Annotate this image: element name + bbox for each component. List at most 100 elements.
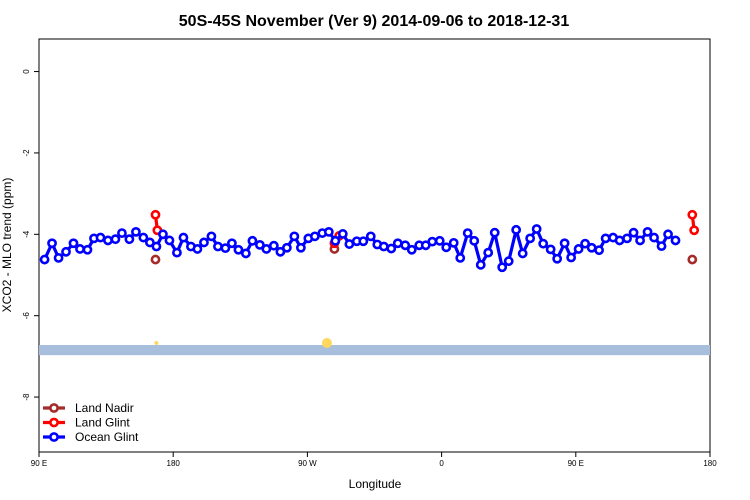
plot-frame [38,38,711,453]
land-band-marker [154,340,159,345]
y-tick-label: -6 [22,312,31,320]
legend-label: Land Nadir [75,401,134,415]
ocean-glint-point [392,238,403,249]
ocean-glint-point [545,244,556,255]
ocean-glint-point [220,243,231,254]
land-nadir-point [687,254,698,265]
ocean-glint-point [199,237,209,248]
ocean-glint-point [586,242,597,253]
ocean-glint-point [670,235,681,246]
ocean-glint-point [378,241,389,252]
ocean-glint-point [434,235,445,246]
ocean-glint-point [489,227,500,238]
ocean-glint-point [68,238,79,249]
ocean-glint-point [117,228,127,238]
ocean-glint-point [240,248,251,259]
legend-label: Ocean Glint [75,430,139,444]
ocean-glint-point [192,244,203,254]
ocean-glint-point [573,244,584,254]
ocean-glint-point [358,236,369,247]
legend-item-land-nadir: Land Nadir [43,401,134,415]
land-band [39,344,710,356]
ocean-glint-point [254,239,265,250]
ocean-glint-point [289,231,300,242]
ocean-glint-point [386,243,397,254]
ocean-glint-point [281,242,292,253]
ocean-glint-point [295,242,306,253]
legend-marker [49,417,59,428]
legend-item-ocean-glint: Ocean Glint [43,430,139,444]
ocean-glint-point [82,244,93,255]
land-glint-point [687,209,698,220]
ocean-glint-point [39,254,50,265]
ocean-glint-point [497,262,508,273]
ocean-glint-point [475,259,486,270]
ocean-glint-point [337,229,348,239]
ocean-glint-point [580,238,591,249]
ocean-glint-point [503,256,514,267]
ocean-glint-point [309,231,320,242]
y-axis: 0 -2 -4 -6 -8 [22,69,39,401]
y-tick-label: -2 [22,149,31,157]
ocean-glint-point [406,244,417,255]
ocean-glint-point [622,233,632,244]
ocean-glint-segment [493,231,504,269]
ocean-glint-point [227,238,237,249]
land-band-markers [154,337,332,348]
ocean-glint-point [268,240,279,251]
ocean-glint-point [552,253,563,264]
ocean-glint-segment [507,228,518,263]
ocean-glint-point [330,235,341,246]
legend-marker [49,432,59,442]
land-band-marker [321,337,332,348]
ocean-glint-point [151,241,162,252]
ocean-glint-point [525,233,536,244]
ocean-glint-point [365,231,376,242]
ocean-glint-point [600,233,611,244]
ocean-glint-point [164,235,175,246]
x-tick-label: 90 E [31,459,47,468]
ocean-glint-point [448,237,459,248]
legend-label: Land Glint [75,416,130,430]
ocean-glint-point [635,235,646,246]
ocean-glint-point [455,253,466,263]
ocean-glint-point [233,244,244,255]
land-glint-point [150,209,161,220]
x-axis: 90 E 180 90 W 0 90 E 180 [31,452,717,468]
ocean-glint-point [566,252,577,263]
ocean-glint-point [614,235,625,246]
ocean-glint-point [642,226,653,237]
ocean-glint-point [517,248,528,259]
ocean-glint-point [178,232,189,243]
ocean-glint-point [261,244,272,254]
ocean-glint-point [75,244,85,254]
x-axis-label: Longitude [349,477,402,491]
ocean-glint-point [441,242,452,253]
ocean-glint-point [124,234,135,245]
y-axis-label: XCO2 - MLO trend (ppm) [0,178,14,313]
ocean-glint-point [462,228,473,238]
ocean-glint-point [469,235,480,246]
x-tick-label: 90 W [298,459,317,468]
legend-marker [49,403,59,413]
series-ocean-glint [39,224,681,273]
x-tick-label: 180 [167,459,181,468]
ocean-glint-point [95,232,106,243]
ocean-glint-point [538,238,549,249]
ocean-glint-point [628,227,639,238]
ocean-glint-point [663,229,673,240]
ocean-glint-point [103,235,113,246]
ocean-glint-point [110,234,121,245]
ocean-glint-point [131,226,141,237]
ocean-glint-point [138,232,149,243]
x-tick-label: 90 E [568,459,584,468]
ocean-glint-point [213,241,223,252]
land-glint-point [689,225,700,236]
x-tick-label: 180 [703,459,717,468]
ocean-glint-point [53,253,64,263]
y-tick-label: -4 [22,230,31,238]
ocean-glint-point [275,246,286,257]
legend-item-land-glint: Land Glint [43,416,130,430]
ocean-glint-point [172,247,182,258]
